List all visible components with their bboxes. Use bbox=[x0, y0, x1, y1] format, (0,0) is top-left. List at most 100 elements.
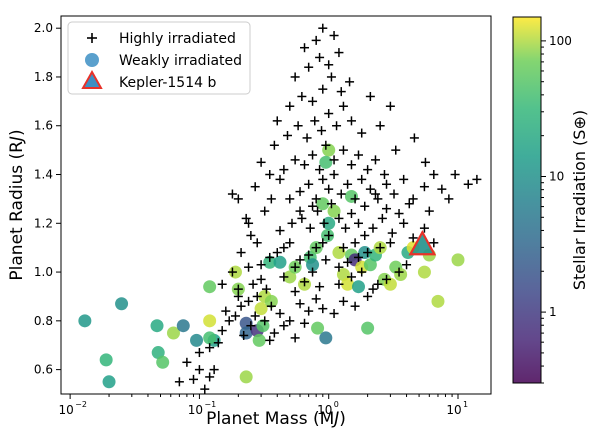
highly-irradiated-point bbox=[239, 330, 249, 340]
highly-irradiated-point bbox=[324, 184, 334, 194]
highly-irradiated-point bbox=[360, 201, 370, 211]
weakly-irradiated-point bbox=[273, 255, 287, 269]
weakly-irradiated-point bbox=[150, 319, 164, 333]
highly-irradiated-point bbox=[244, 296, 254, 306]
highly-irradiated-point bbox=[265, 170, 275, 180]
highly-irradiated-point bbox=[285, 238, 295, 248]
kepler-1514b-point bbox=[408, 229, 437, 256]
weakly-irradiated-point bbox=[319, 155, 333, 169]
highly-irradiated-point bbox=[300, 318, 310, 328]
weakly-irradiated-point bbox=[319, 331, 333, 345]
weakly-irradiated-point bbox=[151, 346, 165, 360]
highly-irradiated-point bbox=[311, 294, 321, 304]
highly-irradiated-point bbox=[252, 291, 262, 301]
highly-irradiated-point bbox=[279, 272, 289, 282]
weakly-irradiated-point bbox=[254, 302, 268, 316]
highly-irradiated-point bbox=[354, 218, 364, 228]
highly-irradiated-point bbox=[250, 182, 260, 192]
highly-irradiated-point bbox=[315, 52, 325, 62]
highly-irradiated-point bbox=[365, 184, 375, 194]
x-tick-exponent: 1 bbox=[463, 400, 468, 409]
highly-irradiated-point bbox=[424, 206, 434, 216]
highly-irradiated-point bbox=[246, 230, 256, 240]
highly-irradiated-point bbox=[332, 121, 342, 131]
legend-marker-triangle bbox=[81, 69, 103, 89]
weakly-irradiated-point bbox=[311, 321, 325, 335]
legend-box bbox=[67, 21, 251, 95]
highly-irradiated-point bbox=[387, 228, 397, 238]
highly-irradiated-point bbox=[266, 194, 276, 204]
highly-irradiated-point bbox=[391, 145, 401, 155]
highly-irradiated-point bbox=[338, 101, 348, 111]
highly-irradiated-point bbox=[302, 133, 312, 143]
highly-irradiated-point bbox=[379, 170, 389, 180]
highly-irradiated-point bbox=[350, 238, 360, 248]
highly-irradiated-point bbox=[290, 287, 300, 297]
highly-irradiated-point bbox=[360, 230, 370, 240]
legend-label-highly: Highly irradiated bbox=[119, 31, 236, 47]
highly-irradiated-point bbox=[227, 267, 237, 277]
highly-irradiated-point bbox=[272, 116, 282, 126]
highly-irradiated-point bbox=[244, 218, 254, 228]
legend: Highly irradiated Weakly irradiated Kepl… bbox=[67, 21, 251, 95]
highly-irradiated-point bbox=[308, 150, 318, 160]
highly-irradiated-point bbox=[256, 157, 266, 167]
colorbar-tick-label: 1 bbox=[549, 305, 557, 319]
highly-irradiated-point bbox=[389, 189, 399, 199]
highly-irradiated-point bbox=[246, 321, 256, 331]
highly-irradiated-point bbox=[217, 326, 227, 336]
legend-marker-plus bbox=[87, 33, 97, 43]
highly-irradiated-point bbox=[205, 372, 215, 382]
highly-irradiated-point bbox=[209, 365, 219, 375]
highly-irradiated-point bbox=[370, 155, 380, 165]
highly-irradiated-point bbox=[227, 189, 237, 199]
highly-irradiated-point bbox=[336, 87, 346, 97]
weakly-irradiated-point bbox=[256, 319, 270, 333]
highly-irradiated-point bbox=[260, 316, 270, 326]
highly-irradiated-point bbox=[419, 223, 429, 233]
highly-irradiated-point bbox=[308, 267, 318, 277]
highly-irradiated-point bbox=[350, 194, 360, 204]
y-tick-label: 0.6 bbox=[34, 363, 53, 377]
colorbar: 1 10 100 bbox=[512, 16, 572, 384]
weakly-irradiated-point bbox=[78, 314, 92, 328]
y-tick-label: 0.8 bbox=[34, 314, 53, 328]
x-tick-label: 10 bbox=[317, 403, 332, 417]
highly-irradiated-point bbox=[357, 128, 367, 138]
highly-irradiated-point bbox=[321, 140, 331, 150]
y-tick-label: 1.4 bbox=[34, 168, 53, 182]
weakly-irradiated-point bbox=[332, 246, 346, 260]
highly-irradiated-point bbox=[363, 291, 373, 301]
highly-irradiated-point bbox=[224, 316, 234, 326]
highly-irradiated-point bbox=[408, 194, 418, 204]
highly-irradiated-point bbox=[420, 157, 430, 167]
highly-irradiated-point bbox=[275, 174, 285, 184]
highly-irradiated-point bbox=[346, 272, 356, 282]
highly-irradiated-point bbox=[318, 23, 328, 33]
weakly-irradiated-point bbox=[203, 314, 217, 328]
highly-irradiated-point bbox=[419, 182, 429, 192]
weakly-irradiated-point bbox=[156, 355, 170, 369]
highly-irradiated-point bbox=[194, 348, 204, 358]
highly-irradiated-point bbox=[295, 206, 305, 216]
highly-irradiated-point bbox=[329, 170, 339, 180]
highly-irradiated-point bbox=[363, 165, 373, 175]
colorbar-gradient bbox=[512, 16, 542, 384]
highly-irradiated-point bbox=[313, 206, 323, 216]
weakly-irradiated-point bbox=[176, 319, 190, 333]
highly-irradiated-point bbox=[357, 267, 367, 277]
x-tick-label: 10 bbox=[446, 403, 461, 417]
highly-irradiated-point bbox=[295, 299, 305, 309]
legend-label-weakly: Weakly irradiated bbox=[119, 53, 242, 69]
colorbar-tick-label: 10 bbox=[549, 169, 564, 183]
highly-irradiated-point bbox=[399, 174, 409, 184]
highly-irradiated-point bbox=[311, 194, 321, 204]
highly-irradiated-point bbox=[326, 72, 336, 82]
highly-irradiated-point bbox=[297, 91, 307, 101]
highly-irradiated-point bbox=[385, 238, 395, 248]
legend-marker-circle bbox=[85, 53, 99, 67]
highly-irradiated-point bbox=[357, 174, 367, 184]
weakly-irradiated-point bbox=[283, 270, 297, 284]
highly-irradiated-point bbox=[363, 248, 373, 258]
